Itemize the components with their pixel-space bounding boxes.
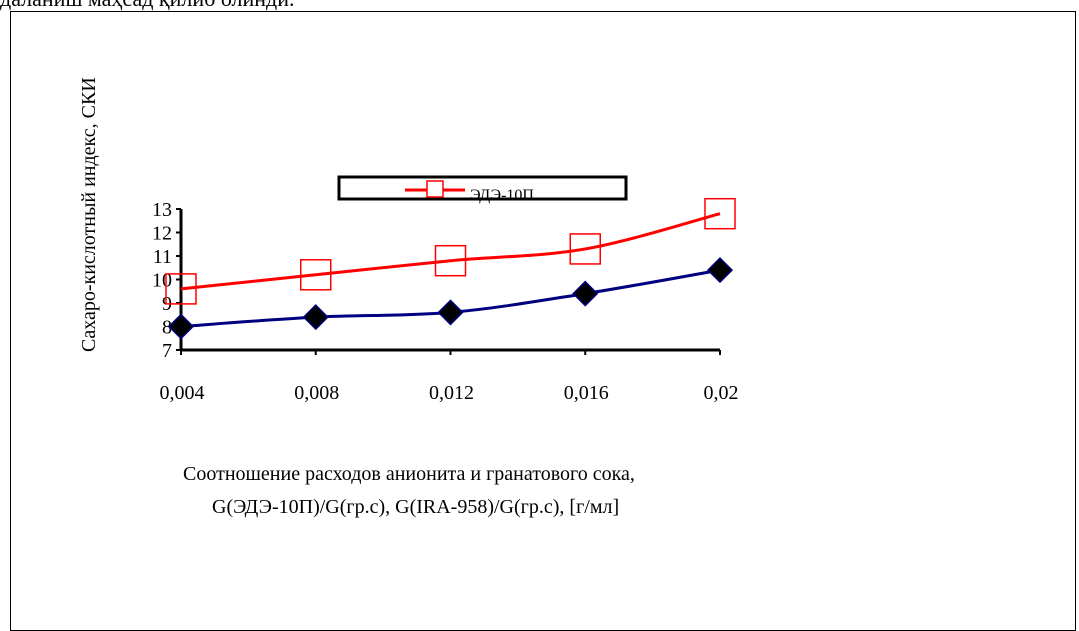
series-group [165, 197, 736, 340]
legend-label-edz: ЭДЭ-10П [470, 187, 534, 204]
data-point-square [300, 259, 332, 291]
data-point-square [569, 233, 601, 265]
data-point-diamond [706, 257, 734, 284]
data-point-diamond [572, 280, 599, 307]
x-tick-label: 0,016 [564, 382, 609, 404]
data-point-diamond [302, 304, 329, 331]
y-tick-label: 11 [153, 246, 172, 268]
y-axis-title: Сахаро-кислотный индекс, СКИ [78, 77, 100, 352]
data-point-square [165, 273, 197, 305]
x-axis-title-line2: G(ЭДЭ-10П)/G(гр.с), G(IRA-958)/G(гр.с), … [212, 496, 619, 518]
series-line-0 [180, 212, 721, 291]
y-tick-label: 12 [152, 223, 172, 245]
x-axis-title-line1: Соотношение расходов анионита и гранатов… [183, 463, 635, 485]
data-point-square [704, 197, 736, 230]
x-tick-label: 0,02 [704, 382, 739, 404]
y-tick-label: 7 [162, 340, 172, 362]
data-point-diamond [437, 299, 464, 326]
x-tick-label: 0,004 [160, 382, 205, 404]
legend: ЭДЭ-10П [337, 175, 628, 204]
x-tick-label: 0,008 [294, 382, 339, 404]
y-tick-label: 10 [152, 270, 172, 292]
legend-marker-red [426, 180, 444, 198]
legend-box [337, 175, 628, 201]
data-point-square [434, 244, 467, 277]
x-tick-label: 0,012 [429, 382, 474, 404]
y-tick-label: 13 [152, 199, 172, 221]
x-ticks: 0,004 0,008 0,012 0,016 0,02 [160, 350, 739, 404]
header-text: даланиш маҳсад қилиб олинди. [0, 0, 295, 12]
data-point-diamond [167, 313, 195, 340]
y-tick-label: 8 [162, 317, 172, 339]
